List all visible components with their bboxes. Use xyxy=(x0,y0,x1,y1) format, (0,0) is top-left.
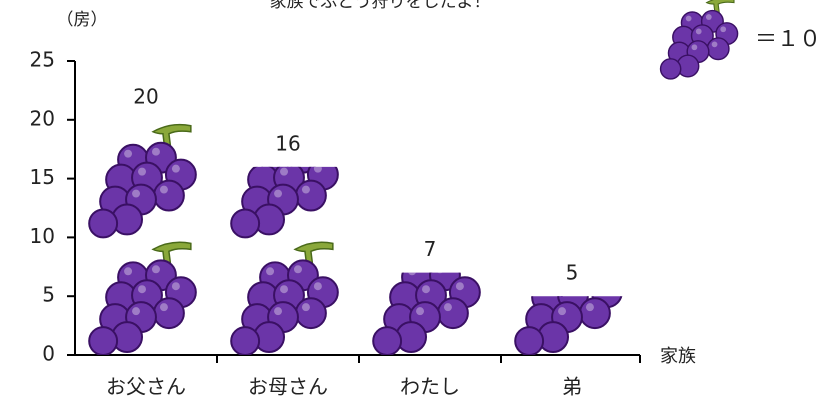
bar xyxy=(230,166,339,355)
x-tick-label: お母さん xyxy=(248,375,328,399)
value-label: 5 xyxy=(566,261,579,285)
x-tick-label: わたし xyxy=(400,375,460,399)
y-tick-label: 20 xyxy=(30,106,55,130)
y-tick-label: 0 xyxy=(42,342,55,366)
bar xyxy=(88,123,197,355)
y-axis-label: （房） xyxy=(57,10,108,30)
x-tick-label: お父さん xyxy=(106,375,186,399)
value-label: 16 xyxy=(275,131,300,155)
y-tick-label: 5 xyxy=(42,283,55,307)
y-tick-label: 15 xyxy=(30,165,55,189)
y-tick-label: 25 xyxy=(30,48,55,72)
value-label: 7 xyxy=(424,237,437,261)
bar xyxy=(514,296,623,356)
legend-label: ＝１０ xyxy=(755,27,821,52)
value-label: 20 xyxy=(133,84,158,108)
x-tick-label: 弟 xyxy=(562,375,582,399)
y-tick-label: 10 xyxy=(30,224,55,248)
legend-icon xyxy=(659,0,739,80)
x-axis-label: 家族 xyxy=(660,346,696,367)
chart-title: 家族でぶどう狩りをしたよ！ xyxy=(270,0,491,12)
